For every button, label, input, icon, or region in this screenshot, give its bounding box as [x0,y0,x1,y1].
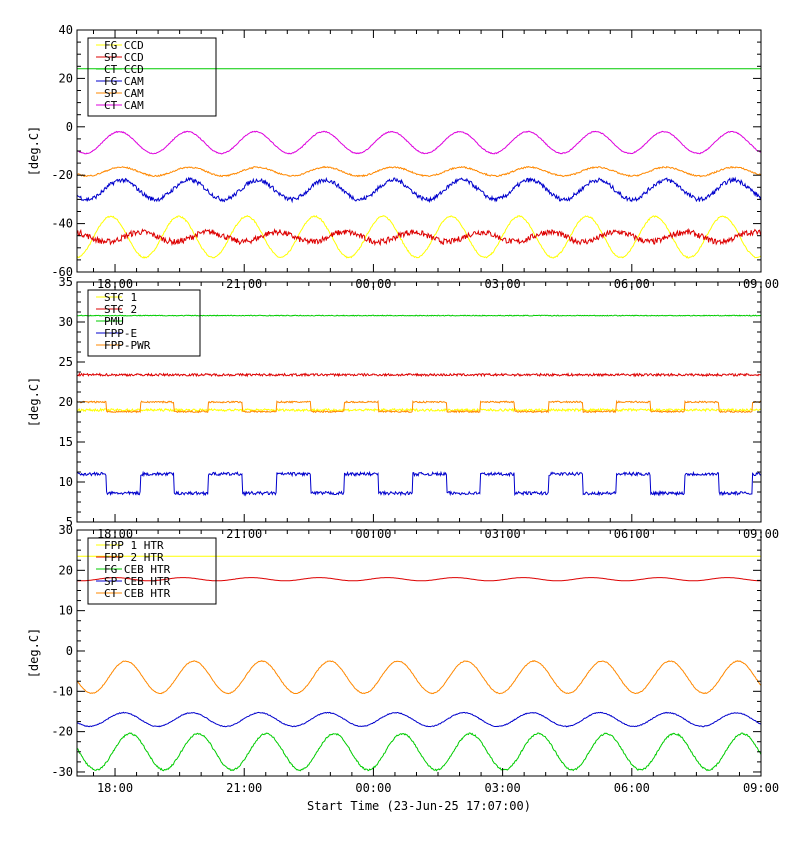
y-tick-label: -60 [51,265,73,279]
series-line-sp-ccd [76,227,762,247]
legend-label: CT CEB HTR [104,587,171,600]
x-tick-label: 00:00 [355,781,391,795]
series-line-fpp-e [76,470,762,497]
legend-box [87,537,217,605]
x-axis-label: Start Time (23-Jun-25 17:07:00) [307,799,531,813]
legend-label: SP CEB HTR [104,575,171,588]
legend-label: FPP 1 HTR [104,539,164,552]
panel-bottom: -30 -20 -10 0 10 20 30 18:00 21:00 00:00 03:00 06:0… [27,523,779,813]
legend-box [87,289,201,357]
y-tick-label: 20 [59,71,73,85]
y-tick-label: 20 [59,395,73,409]
y-tick-label: -20 [51,168,73,182]
plot-frame [76,529,762,777]
series-line-sp-ceb-htr [76,711,762,728]
x-tick-label: 06:00 [614,781,650,795]
y-axis-label: [deg.C] [27,377,41,428]
y-tick-label: 10 [59,604,73,618]
y-axis-label: [deg.C] [27,126,41,177]
legend-label: FG CAM [104,75,144,88]
series-line-ct-cam [76,130,762,155]
y-tick-label: -30 [51,765,73,779]
series-line-fpp-2-htr [77,577,761,582]
legend-label: SP CAM [104,87,144,100]
legend-label: CT CCD [104,63,144,76]
x-tick-label: 03:00 [485,781,521,795]
series-line-fg-ceb-htr [76,732,762,772]
legend-label: FPP-PWR [104,339,151,352]
y-tick-label: 30 [59,523,73,537]
legend-label: FPP 2 HTR [104,551,164,564]
legend-label: STC 1 [104,291,137,304]
series-line-sp-cam [76,165,762,178]
y-tick-label: 20 [59,563,73,577]
y-tick-label: 25 [59,355,73,369]
x-tick-label: 21:00 [226,781,262,795]
legend-label: FG CCD [104,39,144,52]
y-tick-label: 15 [59,435,73,449]
y-tick-label: 0 [66,644,73,658]
series-line-pmu [76,314,762,317]
y-tick-label: -20 [51,725,73,739]
y-tick-label: 10 [59,475,73,489]
y-tick-label: 5 [66,515,73,529]
series-line-fpp-pwr [76,399,762,414]
x-tick-label: 18:00 [97,781,133,795]
y-tick-label: 0 [66,120,73,134]
y-tick-label: -10 [51,684,73,698]
legend-label: SP CCD [104,51,144,64]
legend-label: STC 2 [104,303,137,316]
legend-label: CT CAM [104,99,144,112]
legend-label: FPP-E [104,327,137,340]
y-tick-label: 40 [59,23,73,37]
y-axis-label: [deg.C] [27,628,41,679]
series-line-stc-2 [76,372,762,378]
series-line-ct-ceb-htr [76,660,762,695]
y-tick-label: -40 [51,217,73,231]
series-line-fg-cam [76,176,762,204]
y-tick-label: 30 [59,315,73,329]
series-line-fg-ccd [76,214,762,259]
legend-label: FG CEB HTR [104,563,171,576]
legend-label: PMU [104,315,124,328]
y-tick-label: 35 [59,275,73,289]
legend-box [87,37,217,117]
x-tick-label: 09:00 [743,781,779,795]
